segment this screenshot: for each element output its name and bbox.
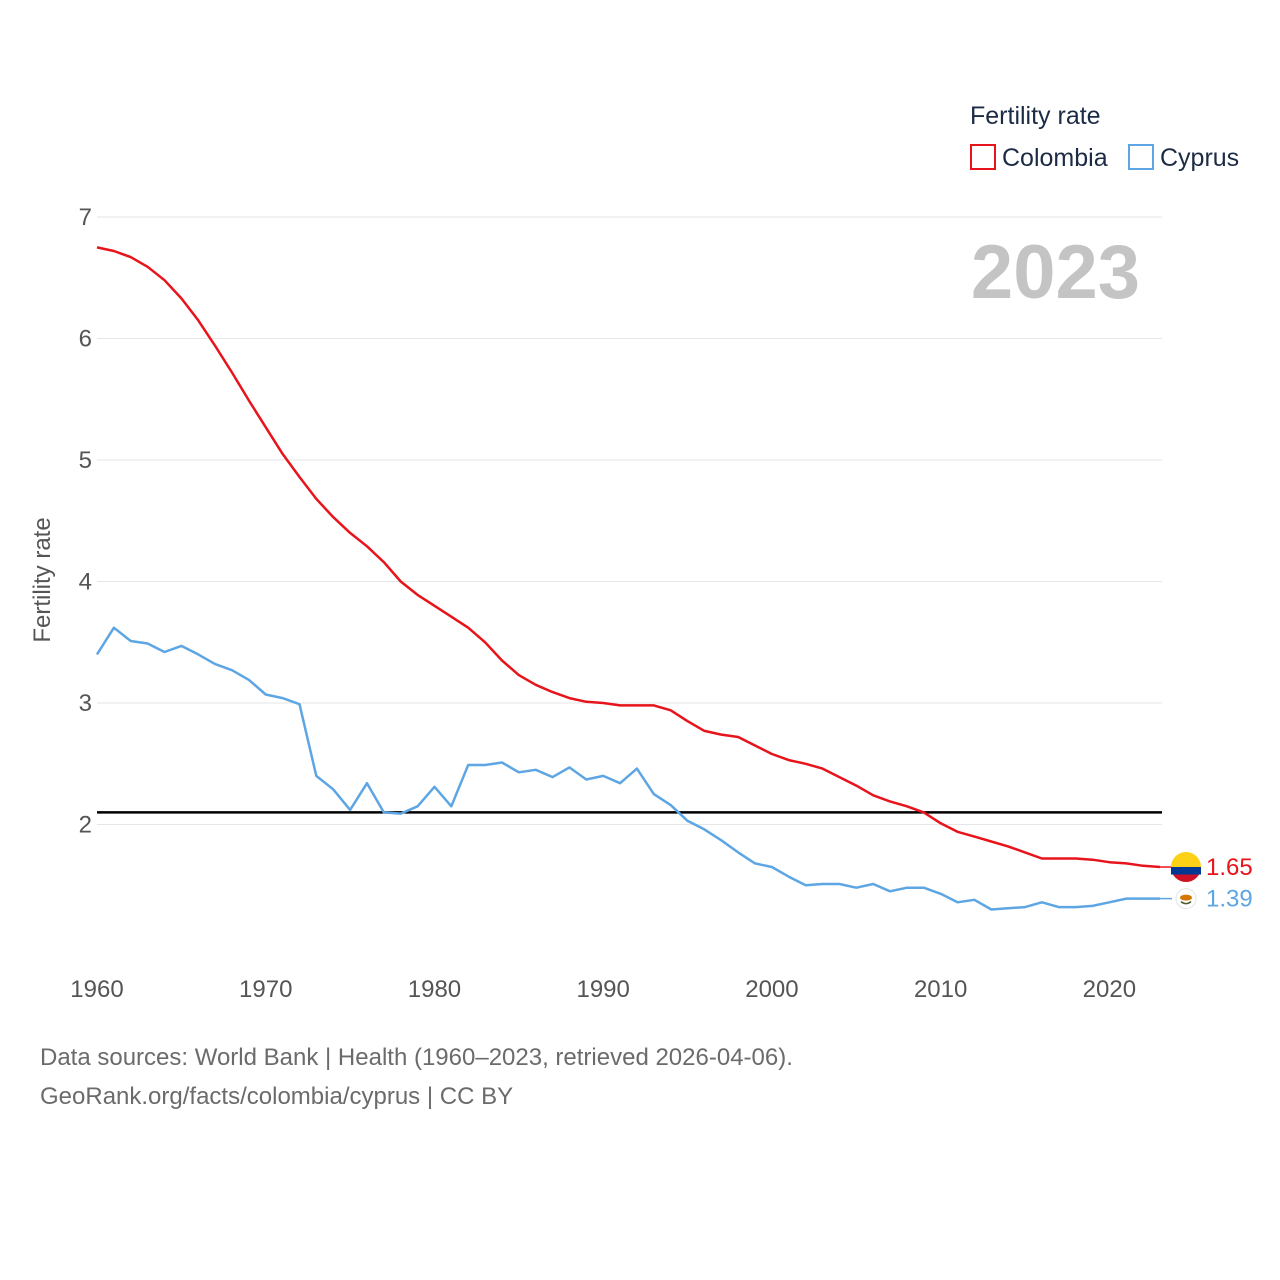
legend-title: Fertility rate bbox=[970, 102, 1101, 130]
colombia-flag-icon bbox=[1171, 852, 1201, 883]
y-tick-label-2: 2 bbox=[79, 812, 92, 839]
x-tick-labels: 1960 1970 1980 1990 2000 2010 2020 bbox=[70, 976, 1136, 1003]
cyprus-flag-icon bbox=[1175, 888, 1197, 910]
x-tick-label-1960: 1960 bbox=[70, 976, 123, 1003]
x-tick-label-1990: 1990 bbox=[576, 976, 629, 1003]
legend: Fertility rate Colombia Cyprus bbox=[970, 102, 1239, 172]
x-tick-label-2020: 2020 bbox=[1083, 976, 1136, 1003]
x-tick-label-2010: 2010 bbox=[914, 976, 967, 1003]
y-tick-label-3: 3 bbox=[79, 690, 92, 717]
legend-label-cyprus: Cyprus bbox=[1160, 144, 1239, 172]
y-tick-label-6: 6 bbox=[79, 326, 92, 353]
grid-lines bbox=[97, 216, 1162, 825]
y-tick-label-4: 4 bbox=[79, 569, 92, 596]
x-tick-label-1980: 1980 bbox=[408, 976, 461, 1003]
legend-swatch-colombia bbox=[970, 144, 996, 170]
series-line-colombia bbox=[96, 246, 1161, 869]
legend-swatch-cyprus bbox=[1128, 144, 1154, 170]
x-tick-label-2000: 2000 bbox=[745, 976, 798, 1003]
end-value-cyprus: 1.39 bbox=[1206, 886, 1253, 913]
x-tick-label-1970: 1970 bbox=[239, 976, 292, 1003]
series-line-cyprus bbox=[95, 626, 1160, 911]
y-tick-label-5: 5 bbox=[79, 447, 92, 474]
y-tick-label-7: 7 bbox=[79, 204, 92, 231]
legend-label-colombia: Colombia bbox=[1002, 144, 1108, 172]
series-lines bbox=[95, 246, 1161, 911]
end-value-colombia: 1.65 bbox=[1206, 854, 1253, 881]
end-markers: 1.65 1.39 bbox=[1160, 852, 1253, 913]
year-label: 2023 bbox=[971, 230, 1140, 315]
y-tick-labels: 2 3 4 5 6 7 bbox=[79, 204, 92, 839]
footer-attribution: GeoRank.org/facts/colombia/cyprus | CC B… bbox=[40, 1083, 514, 1110]
fertility-line-chart: 2 3 4 5 6 7 1960 1970 1980 1990 2000 2010 2020 1.65… bbox=[29, 102, 1253, 1003]
footer-sources: Data sources: World Bank | Health (1960–… bbox=[40, 1044, 793, 1071]
y-axis-title: Fertility rate bbox=[29, 517, 56, 642]
